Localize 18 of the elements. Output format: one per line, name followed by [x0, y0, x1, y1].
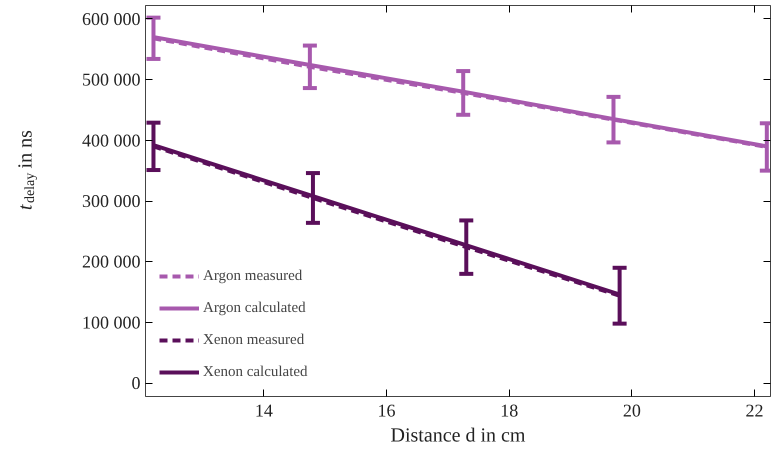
x-tick-label: 16 [378, 400, 396, 420]
x-tick-label: 18 [500, 400, 518, 420]
x-tick-label: 22 [746, 400, 764, 420]
x-tick-label: 14 [254, 400, 273, 420]
y-tick-label: 600 000 [82, 8, 140, 29]
x-tick-label: 20 [622, 400, 641, 420]
y-tick-label: 400 000 [82, 130, 140, 150]
legend-label: Xenon measured [203, 332, 304, 348]
legend-label: Argon calculated [203, 300, 306, 316]
legend-label: Xenon calculated [203, 364, 308, 380]
y-tick-label: 200 000 [82, 252, 140, 272]
legend-label: Argon measured [203, 268, 302, 284]
y-tick-label: 500 000 [82, 70, 140, 90]
y-tick-label: 300 000 [82, 191, 140, 211]
y-axis-title: tdelay in ns [14, 130, 38, 210]
x-axis-title: Distance d in cm [390, 424, 526, 446]
y-tick-label: 0 [132, 373, 140, 394]
y-tick-label: 100 000 [82, 312, 140, 332]
